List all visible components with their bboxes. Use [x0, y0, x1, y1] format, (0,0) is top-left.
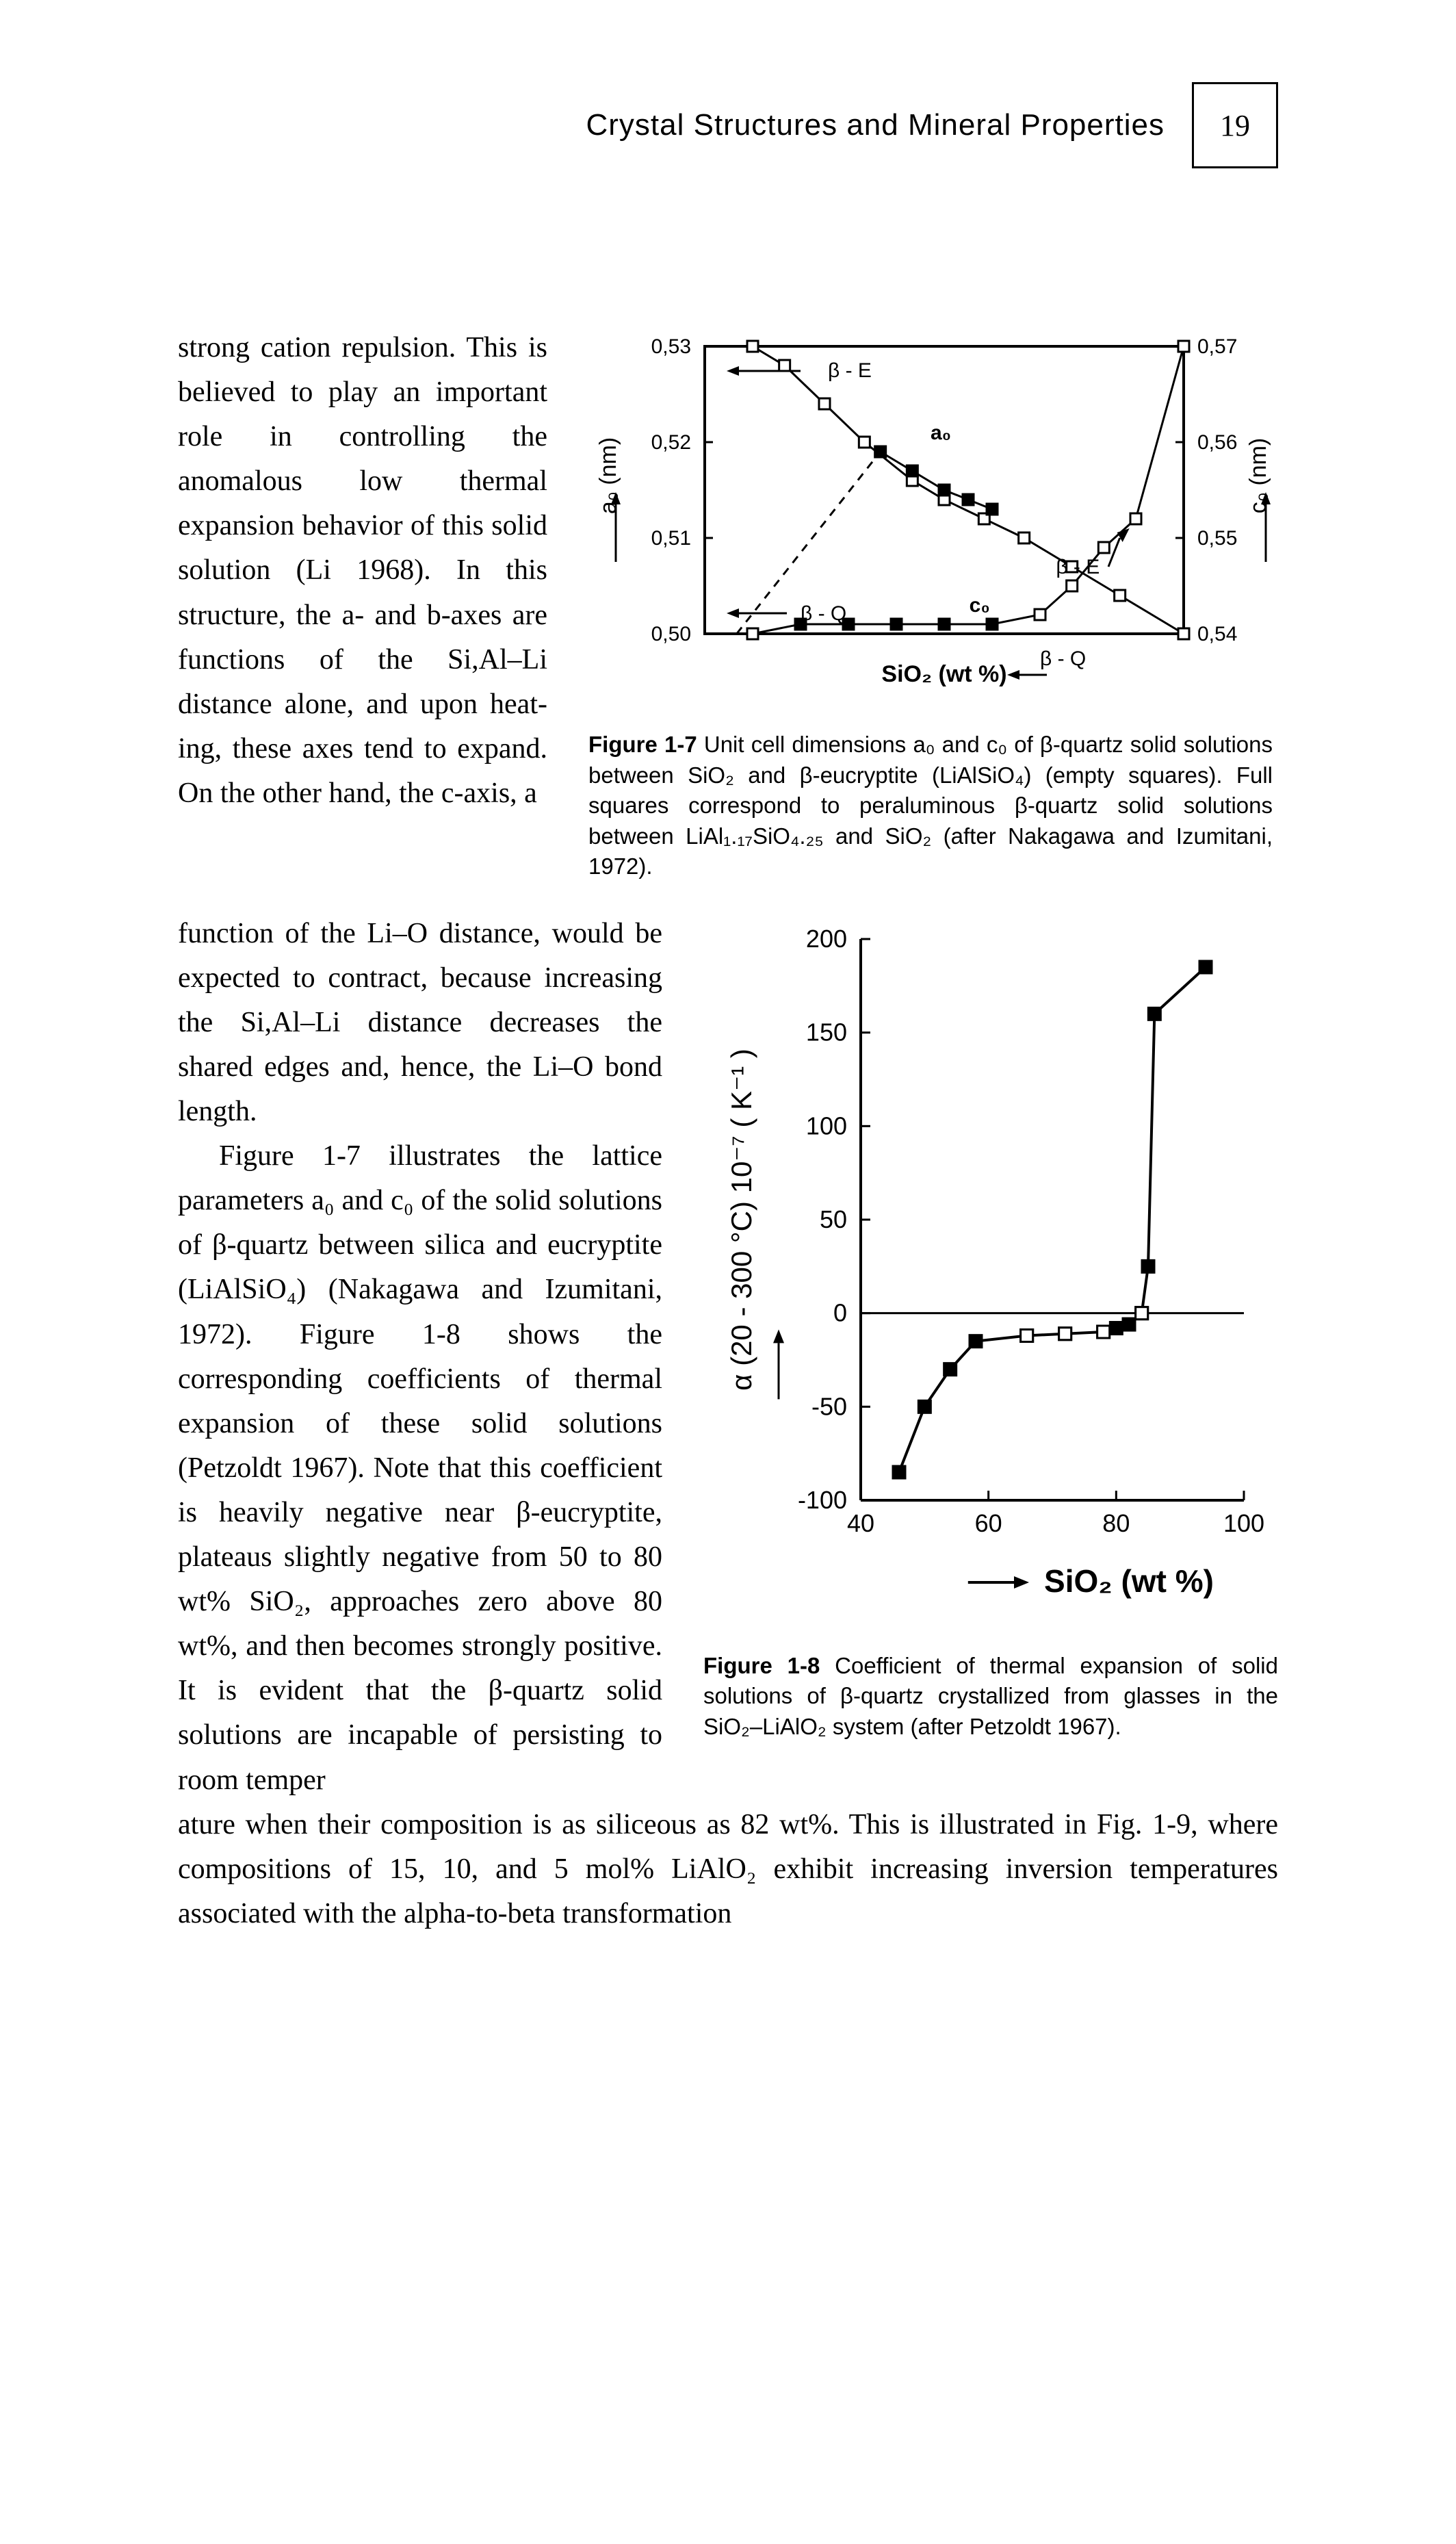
svg-text:0,55: 0,55 [1197, 527, 1237, 550]
top-left-text: strong cation repul­sion. This is believ… [178, 326, 547, 905]
svg-text:0,56: 0,56 [1197, 431, 1237, 454]
figure-1-7-caption-bold: Figure 1-7 [588, 732, 697, 757]
svg-text:a₀: a₀ [931, 422, 951, 444]
svg-text:SiO₂ (wt %): SiO₂ (wt %) [1044, 1563, 1214, 1599]
svg-text:-100: -100 [798, 1486, 847, 1514]
body: strong cation repul­sion. This is believ… [178, 326, 1278, 1936]
svg-text:c₀: c₀ [970, 594, 990, 617]
figure-1-7: 0,500,510,520,530,540,550,560,57a₀ (nm)c… [588, 326, 1273, 905]
svg-text:200: 200 [806, 925, 847, 953]
mid-row: function of the Li–O distance, would be … [178, 912, 1278, 1803]
svg-text:100: 100 [806, 1112, 847, 1140]
mid-left-text: function of the Li–O distance, would be … [178, 912, 662, 1803]
figure-1-8-caption-bold: Figure 1-8 [703, 1653, 820, 1678]
svg-text:0,57: 0,57 [1197, 335, 1237, 358]
page-header: Crystal Structures and Mineral Propertie… [178, 82, 1278, 168]
figure-1-8-caption: Figure 1-8 Coefficient of thermal expans… [703, 1651, 1278, 1743]
svg-text:40: 40 [847, 1509, 874, 1537]
paragraph-1b: function of the Li–O distance, would be … [178, 912, 662, 1134]
svg-text:0,54: 0,54 [1197, 623, 1237, 645]
svg-text:β - Q: β - Q [801, 602, 846, 625]
figure-1-7-caption: Figure 1-7 Unit cell dimensions a₀ and c… [588, 730, 1273, 882]
svg-text:50: 50 [820, 1205, 847, 1233]
svg-text:60: 60 [975, 1509, 1002, 1537]
svg-text:0,52: 0,52 [651, 431, 691, 454]
chart-1-8: -100 -50 0 50 100 150 200 40 60 80 100 α (20 - 300 … [703, 912, 1278, 1630]
svg-text:0,50: 0,50 [651, 623, 691, 645]
page: Crystal Structures and Mineral Propertie… [0, 0, 1456, 2544]
page-number: 19 [1192, 82, 1278, 168]
svg-text:100: 100 [1223, 1509, 1264, 1537]
svg-text:0: 0 [833, 1298, 847, 1326]
svg-text:-50: -50 [811, 1392, 847, 1420]
svg-text:β - E: β - E [1056, 556, 1100, 578]
svg-text:α (20 - 300 °C) 10⁻⁷ ( K⁻¹ ): α (20 - 300 °C) 10⁻⁷ ( K⁻¹ ) [725, 1049, 757, 1391]
top-row: strong cation repul­sion. This is believ… [178, 326, 1278, 905]
svg-text:β - Q: β - Q [1040, 647, 1086, 670]
svg-text:150: 150 [806, 1018, 847, 1046]
svg-text:0,53: 0,53 [651, 335, 691, 358]
chart-1-7: 0,500,510,520,530,540,550,560,57a₀ (nm)c… [588, 326, 1273, 709]
svg-text:SiO₂ (wt %): SiO₂ (wt %) [881, 661, 1006, 687]
paragraph-1a: strong cation repul­sion. This is believ… [178, 326, 547, 816]
figure-1-8: -100 -50 0 50 100 150 200 40 60 80 100 α (20 - 300 … [703, 912, 1278, 1803]
svg-text:0,51: 0,51 [651, 527, 691, 550]
paragraph-3: ature when their composition is as silic… [178, 1803, 1278, 1936]
running-title: Crystal Structures and Mineral Propertie… [586, 108, 1165, 142]
svg-text:80: 80 [1102, 1509, 1130, 1537]
svg-text:β - E: β - E [828, 359, 872, 382]
paragraph-2a: Figure 1-7 illustrates the lattice param… [178, 1134, 662, 1802]
